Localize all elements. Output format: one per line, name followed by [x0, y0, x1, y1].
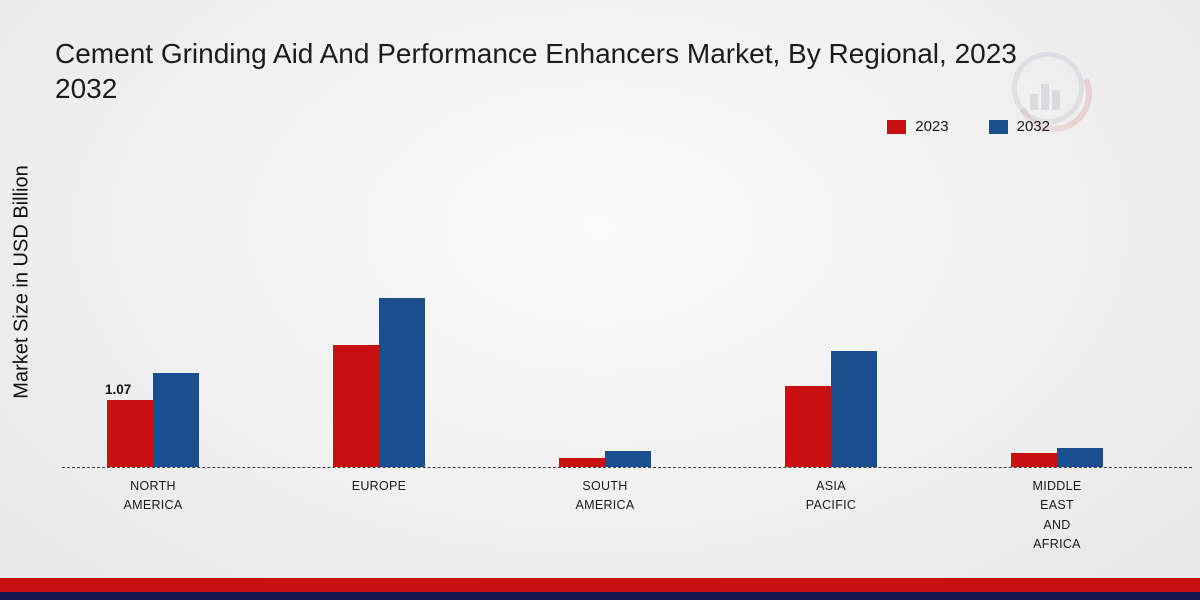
bar-group-north-america: 1.07 NORTH AMERICA [40, 0, 266, 512]
bar-group-europe: EUROPE [266, 0, 492, 493]
bar-pair: 1.07 [105, 373, 199, 467]
bar-2023-south-america [559, 458, 605, 467]
bar-pair [333, 298, 425, 467]
bar-group-asia-pacific: ASIA PACIFIC [718, 0, 944, 512]
bar-2032-middle-east-and-africa [1057, 448, 1103, 467]
category-label-north-america: NORTH AMERICA [123, 479, 183, 513]
bar-pair [559, 451, 651, 467]
bar-2032-north-america [153, 373, 199, 467]
category-label-middle-east-and-africa: MIDDLE EAST AND AFRICA [1032, 479, 1082, 552]
legend-label: 2032 [1016, 118, 1050, 135]
footer-red-strip [0, 578, 1200, 592]
bar-2023-north-america: 1.07 [105, 382, 153, 467]
bar-2023-europe [333, 345, 379, 467]
bar-2032-asia-pacific [831, 351, 877, 467]
bar-2023-middle-east-and-africa [1011, 453, 1057, 467]
y-axis-label: Market Size in USD Billion [10, 165, 33, 399]
bar-pair [1011, 448, 1103, 467]
legend-label: 2023 [915, 118, 949, 135]
chart-legend: 2023 2032 [887, 118, 1050, 135]
legend-swatch-2032 [988, 119, 1008, 134]
bar-2032-south-america [605, 451, 651, 467]
page-title-line1: Cement Grinding Aid And Performance Enha… [55, 38, 1017, 69]
bar-pair [785, 351, 877, 467]
bar-2032-europe [379, 298, 425, 467]
bar-group-south-america: SOUTH AMERICA [492, 0, 718, 512]
legend-swatch-2023 [887, 119, 907, 134]
legend-item-2023: 2023 [887, 118, 949, 135]
category-label-south-america: SOUTH AMERICA [575, 479, 635, 513]
category-label-europe: EUROPE [351, 479, 407, 493]
page-title: Cement Grinding Aid And Performance Enha… [55, 36, 1190, 106]
bar-value-label: 1.07 [105, 382, 132, 397]
footer-navy-strip [0, 592, 1200, 600]
legend-item-2032: 2032 [988, 118, 1050, 135]
x-axis-baseline [62, 467, 1192, 468]
page-title-line2: 2032 [55, 73, 118, 104]
bar-2023-asia-pacific [785, 386, 831, 467]
category-label-asia-pacific: ASIA PACIFIC [805, 479, 857, 513]
bar-group-middle-east-and-africa: MIDDLE EAST AND AFRICA [944, 0, 1170, 551]
bar-chart: 1.07 NORTH AMERICA EUROPE SOUTH AMERICA ASIA PA… [40, 0, 1170, 551]
